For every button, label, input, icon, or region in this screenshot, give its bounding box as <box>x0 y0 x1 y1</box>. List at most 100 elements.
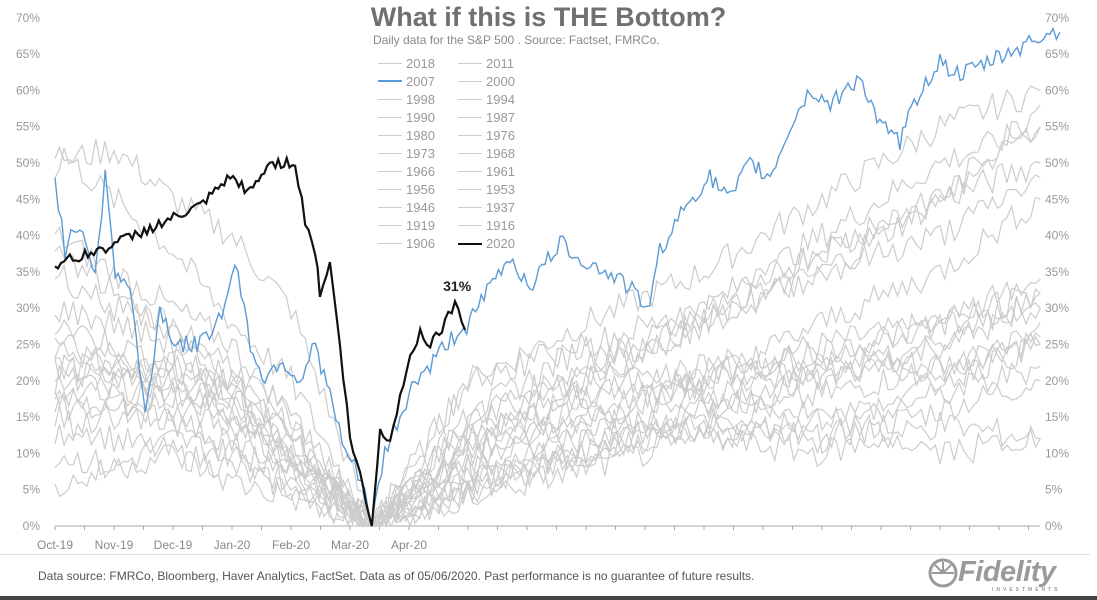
legend-label: 2000 <box>486 73 515 89</box>
logo-subtext: INVESTMENTS <box>992 587 1061 593</box>
series-line-1906 <box>54 126 1041 527</box>
chart: 0% 0% 5% 5% 10% 10% 15% 15% 20% 20% 25% 25% 30% 30% 35… <box>16 11 1069 552</box>
y-tick-label-right: 0% <box>1045 519 1063 533</box>
series-line-1987 <box>54 145 1041 527</box>
x-tick-label: Jan-20 <box>214 538 251 552</box>
legend-item-1994: 1994 <box>458 90 538 108</box>
series-line-1976 <box>54 322 1041 528</box>
series-line-1937 <box>54 245 1041 527</box>
legend-swatch <box>378 243 402 245</box>
legend-item-1946: 1946 <box>378 199 458 217</box>
series-line-2020 <box>54 154 467 527</box>
series-line-1953 <box>54 278 1041 528</box>
series-line-1919 <box>54 174 1041 527</box>
fidelity-logo: Fidelity INVESTMENTS <box>928 556 1058 593</box>
chart-subtitle: Daily data for the S&P 500 . Source: Fac… <box>373 33 660 47</box>
legend-label: 2020 <box>486 236 515 252</box>
divider <box>0 554 1090 555</box>
legend-label: 1946 <box>406 200 435 216</box>
legend-item-1966: 1966 <box>378 163 458 181</box>
series-line-1946 <box>54 263 1041 528</box>
legend-swatch <box>458 153 482 155</box>
legend-item-1990: 1990 <box>378 108 458 126</box>
series-line-1956 <box>54 287 1041 528</box>
legend-swatch <box>458 62 482 64</box>
y-tick-label-right: 15% <box>1045 410 1069 424</box>
legend-item-1937: 1937 <box>458 199 538 217</box>
y-tick-label-right: 30% <box>1045 301 1069 315</box>
legend-swatch <box>378 171 402 173</box>
chart-title: What if this is THE Bottom? <box>370 2 727 32</box>
legend-item-1973: 1973 <box>378 144 458 162</box>
legend-swatch <box>458 171 482 173</box>
legend-label: 1990 <box>406 109 435 125</box>
y-tick-label-right: 35% <box>1045 265 1069 279</box>
legend-swatch <box>458 116 482 118</box>
legend-label: 1973 <box>406 146 435 162</box>
y-tick-label-right: 60% <box>1045 83 1069 97</box>
y-tick-label-left: 50% <box>16 156 40 170</box>
legend-item-2020: 2020 <box>458 235 538 253</box>
legend-item-1919: 1919 <box>378 217 458 235</box>
legend-item-1961: 1961 <box>458 163 538 181</box>
legend-item-2011: 2011 <box>458 54 538 72</box>
y-tick-label-right: 20% <box>1045 374 1069 388</box>
legend-label: 1906 <box>406 236 435 252</box>
legend-label: 1980 <box>406 127 435 143</box>
annotation-31pct: 31% <box>443 278 472 294</box>
legend-label: 1976 <box>486 127 515 143</box>
legend: 2018 2011 2007 2000 1998 1994 1990 1987 1980 1976… <box>378 54 538 253</box>
series-line-1961 <box>54 361 1041 528</box>
legend-item-2018: 2018 <box>378 54 458 72</box>
legend-item-1976: 1976 <box>458 126 538 144</box>
legend-swatch <box>458 242 482 245</box>
x-tick-label: Dec-19 <box>154 538 193 552</box>
y-tick-label-left: 0% <box>23 519 41 533</box>
legend-swatch <box>458 225 482 227</box>
legend-label: 1953 <box>486 182 515 198</box>
y-tick-label-right: 5% <box>1045 483 1063 497</box>
legend-label: 2007 <box>406 73 435 89</box>
legend-label: 1916 <box>486 218 515 234</box>
legend-label: 1956 <box>406 182 435 198</box>
legend-swatch <box>378 134 402 136</box>
legend-swatch <box>378 207 402 209</box>
y-tick-label-right: 65% <box>1045 47 1069 61</box>
legend-label: 1987 <box>486 109 515 125</box>
legend-item-2007: 2007 <box>378 72 458 90</box>
legend-item-1953: 1953 <box>458 181 538 199</box>
legend-label: 1961 <box>486 164 515 180</box>
y-tick-label-right: 55% <box>1045 120 1069 134</box>
y-tick-label-left: 60% <box>16 83 40 97</box>
legend-item-1968: 1968 <box>458 144 538 162</box>
legend-label: 2018 <box>406 55 435 71</box>
series-line-2018 <box>54 296 1041 527</box>
legend-label: 2011 <box>486 55 514 71</box>
legend-swatch <box>378 116 402 118</box>
y-tick-label-left: 45% <box>16 192 40 206</box>
series-line-2007 <box>54 26 1061 527</box>
legend-swatch <box>378 225 402 227</box>
footer-source: Data source: FMRCo, Bloomberg, Haver Ana… <box>38 569 755 583</box>
legend-label: 1919 <box>406 218 435 234</box>
legend-swatch <box>378 153 402 155</box>
y-tick-label-right: 40% <box>1045 229 1069 243</box>
legend-label: 1968 <box>486 146 515 162</box>
y-tick-label-left: 10% <box>16 446 40 460</box>
legend-swatch <box>378 62 402 64</box>
legend-item-1980: 1980 <box>378 126 458 144</box>
legend-swatch <box>458 134 482 136</box>
series-line-1990 <box>54 122 1041 527</box>
sunburst-icon <box>928 558 958 587</box>
series-line-1916 <box>54 287 1041 528</box>
legend-label: 1966 <box>406 164 435 180</box>
legend-label: 1994 <box>486 91 515 107</box>
legend-item-1916: 1916 <box>458 217 538 235</box>
series-line-1980 <box>54 104 1041 528</box>
y-tick-label-left: 55% <box>16 120 40 134</box>
y-tick-label-left: 65% <box>16 47 40 61</box>
y-tick-label-left: 15% <box>16 410 40 424</box>
legend-swatch <box>458 98 482 100</box>
y-tick-label-left: 25% <box>16 338 40 352</box>
x-tick-label: Oct-19 <box>37 538 73 552</box>
